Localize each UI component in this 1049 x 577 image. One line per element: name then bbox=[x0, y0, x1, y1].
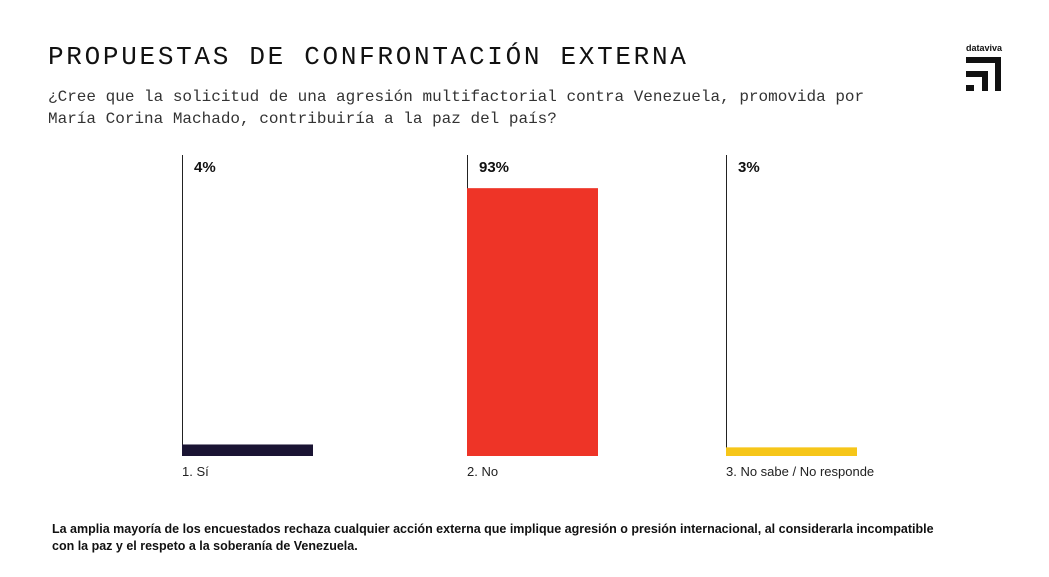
category-label: 3. No sabe / No responde bbox=[726, 464, 874, 479]
chart-note: La amplia mayoría de los encuestados rec… bbox=[52, 522, 934, 553]
category-label: 1. Sí bbox=[182, 464, 209, 479]
value-label: 93% bbox=[479, 159, 509, 176]
chart: 4% 1. Sí 93% 2. No 3% 3. No sabe / No respond… bbox=[182, 155, 874, 479]
chart-subtitle: ¿Cree que la solicitud de una agresión m… bbox=[48, 88, 865, 128]
chart-title: PROPUESTAS DE CONFRONTACIÓN EXTERNA bbox=[48, 42, 689, 72]
bar bbox=[182, 444, 313, 456]
category-label: 2. No bbox=[467, 464, 498, 479]
bar bbox=[467, 188, 598, 456]
value-label: 4% bbox=[194, 159, 216, 176]
brand-logo bbox=[966, 57, 1001, 91]
brand-name: dataviva bbox=[966, 43, 1003, 53]
value-label: 3% bbox=[738, 159, 760, 176]
bar bbox=[726, 447, 857, 456]
